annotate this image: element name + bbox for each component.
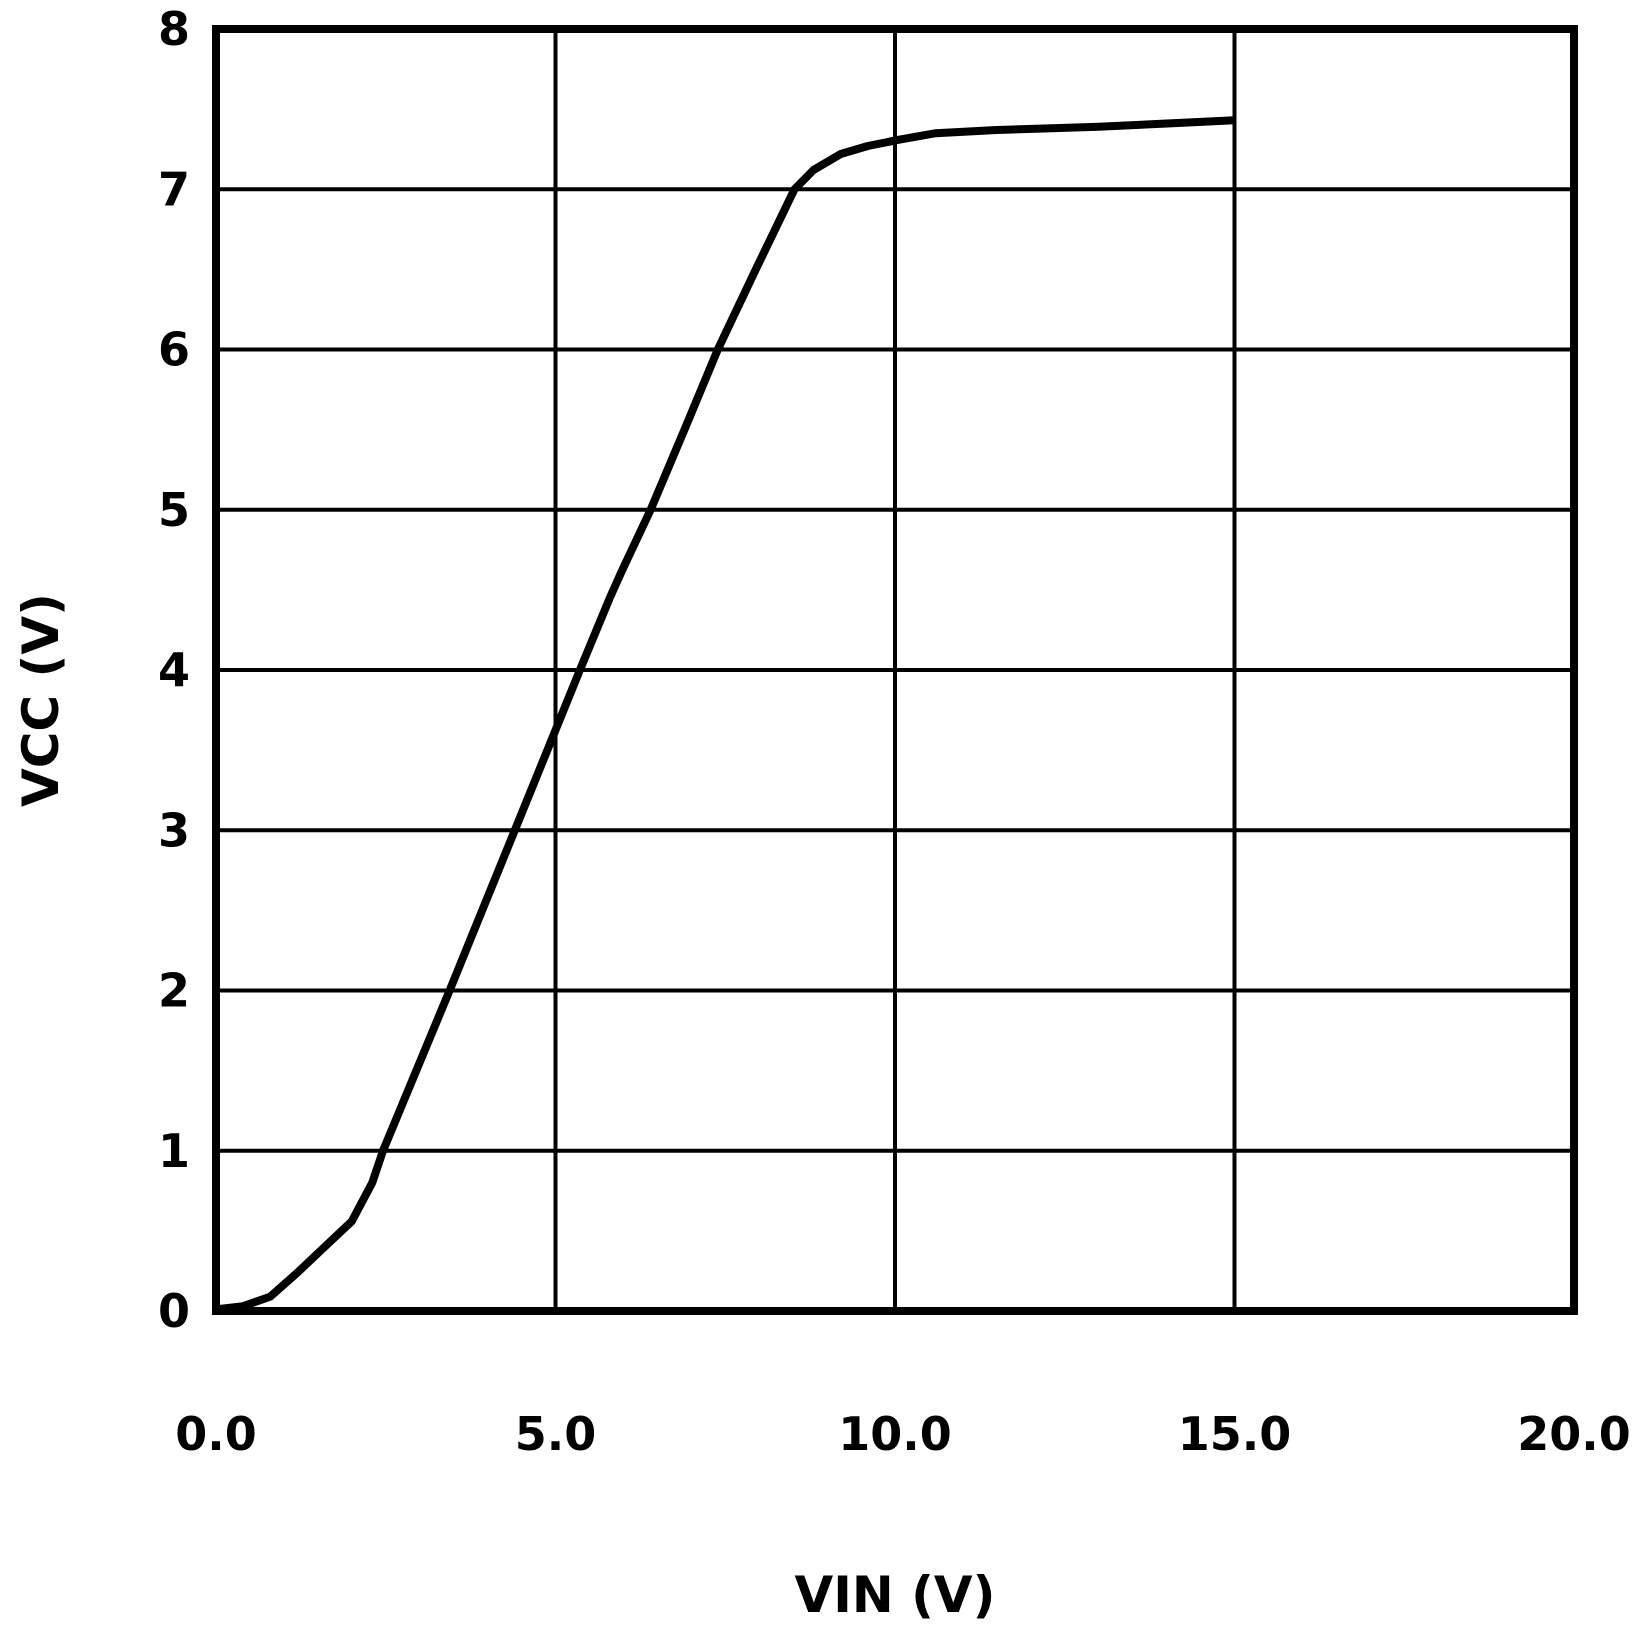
plot-frame [212,25,1578,1315]
y-axis-label: VCC (V) [12,593,70,807]
y-tick-label: 7 [158,162,190,216]
series-line-vcc [215,116,1235,1314]
y-tick-label: 8 [158,2,190,56]
x-tick-label: 15.0 [1178,1407,1292,1461]
y-tick-label: 0 [158,1284,190,1338]
x-tick-label: 5.0 [515,1407,597,1461]
y-tick-label: 6 [158,323,190,377]
x-axis-label: VIN (V) [795,1566,996,1624]
y-tick-label: 4 [158,643,190,697]
grid-lines [214,27,1576,1313]
y-tick-label: 5 [158,483,190,537]
y-axis-tick-labels: 0 1 2 3 4 5 6 7 8 [158,2,190,1338]
x-tick-label: 0.0 [175,1407,257,1461]
y-tick-label: 3 [158,803,190,857]
series-lines [215,116,1235,1314]
x-axis-tick-labels: 0.0 5.0 10.0 15.0 20.0 [175,1407,1631,1461]
y-tick-label: 2 [158,964,190,1018]
y-tick-label: 1 [158,1124,190,1178]
x-tick-label: 20.0 [1517,1407,1631,1461]
x-tick-label: 10.0 [838,1407,952,1461]
